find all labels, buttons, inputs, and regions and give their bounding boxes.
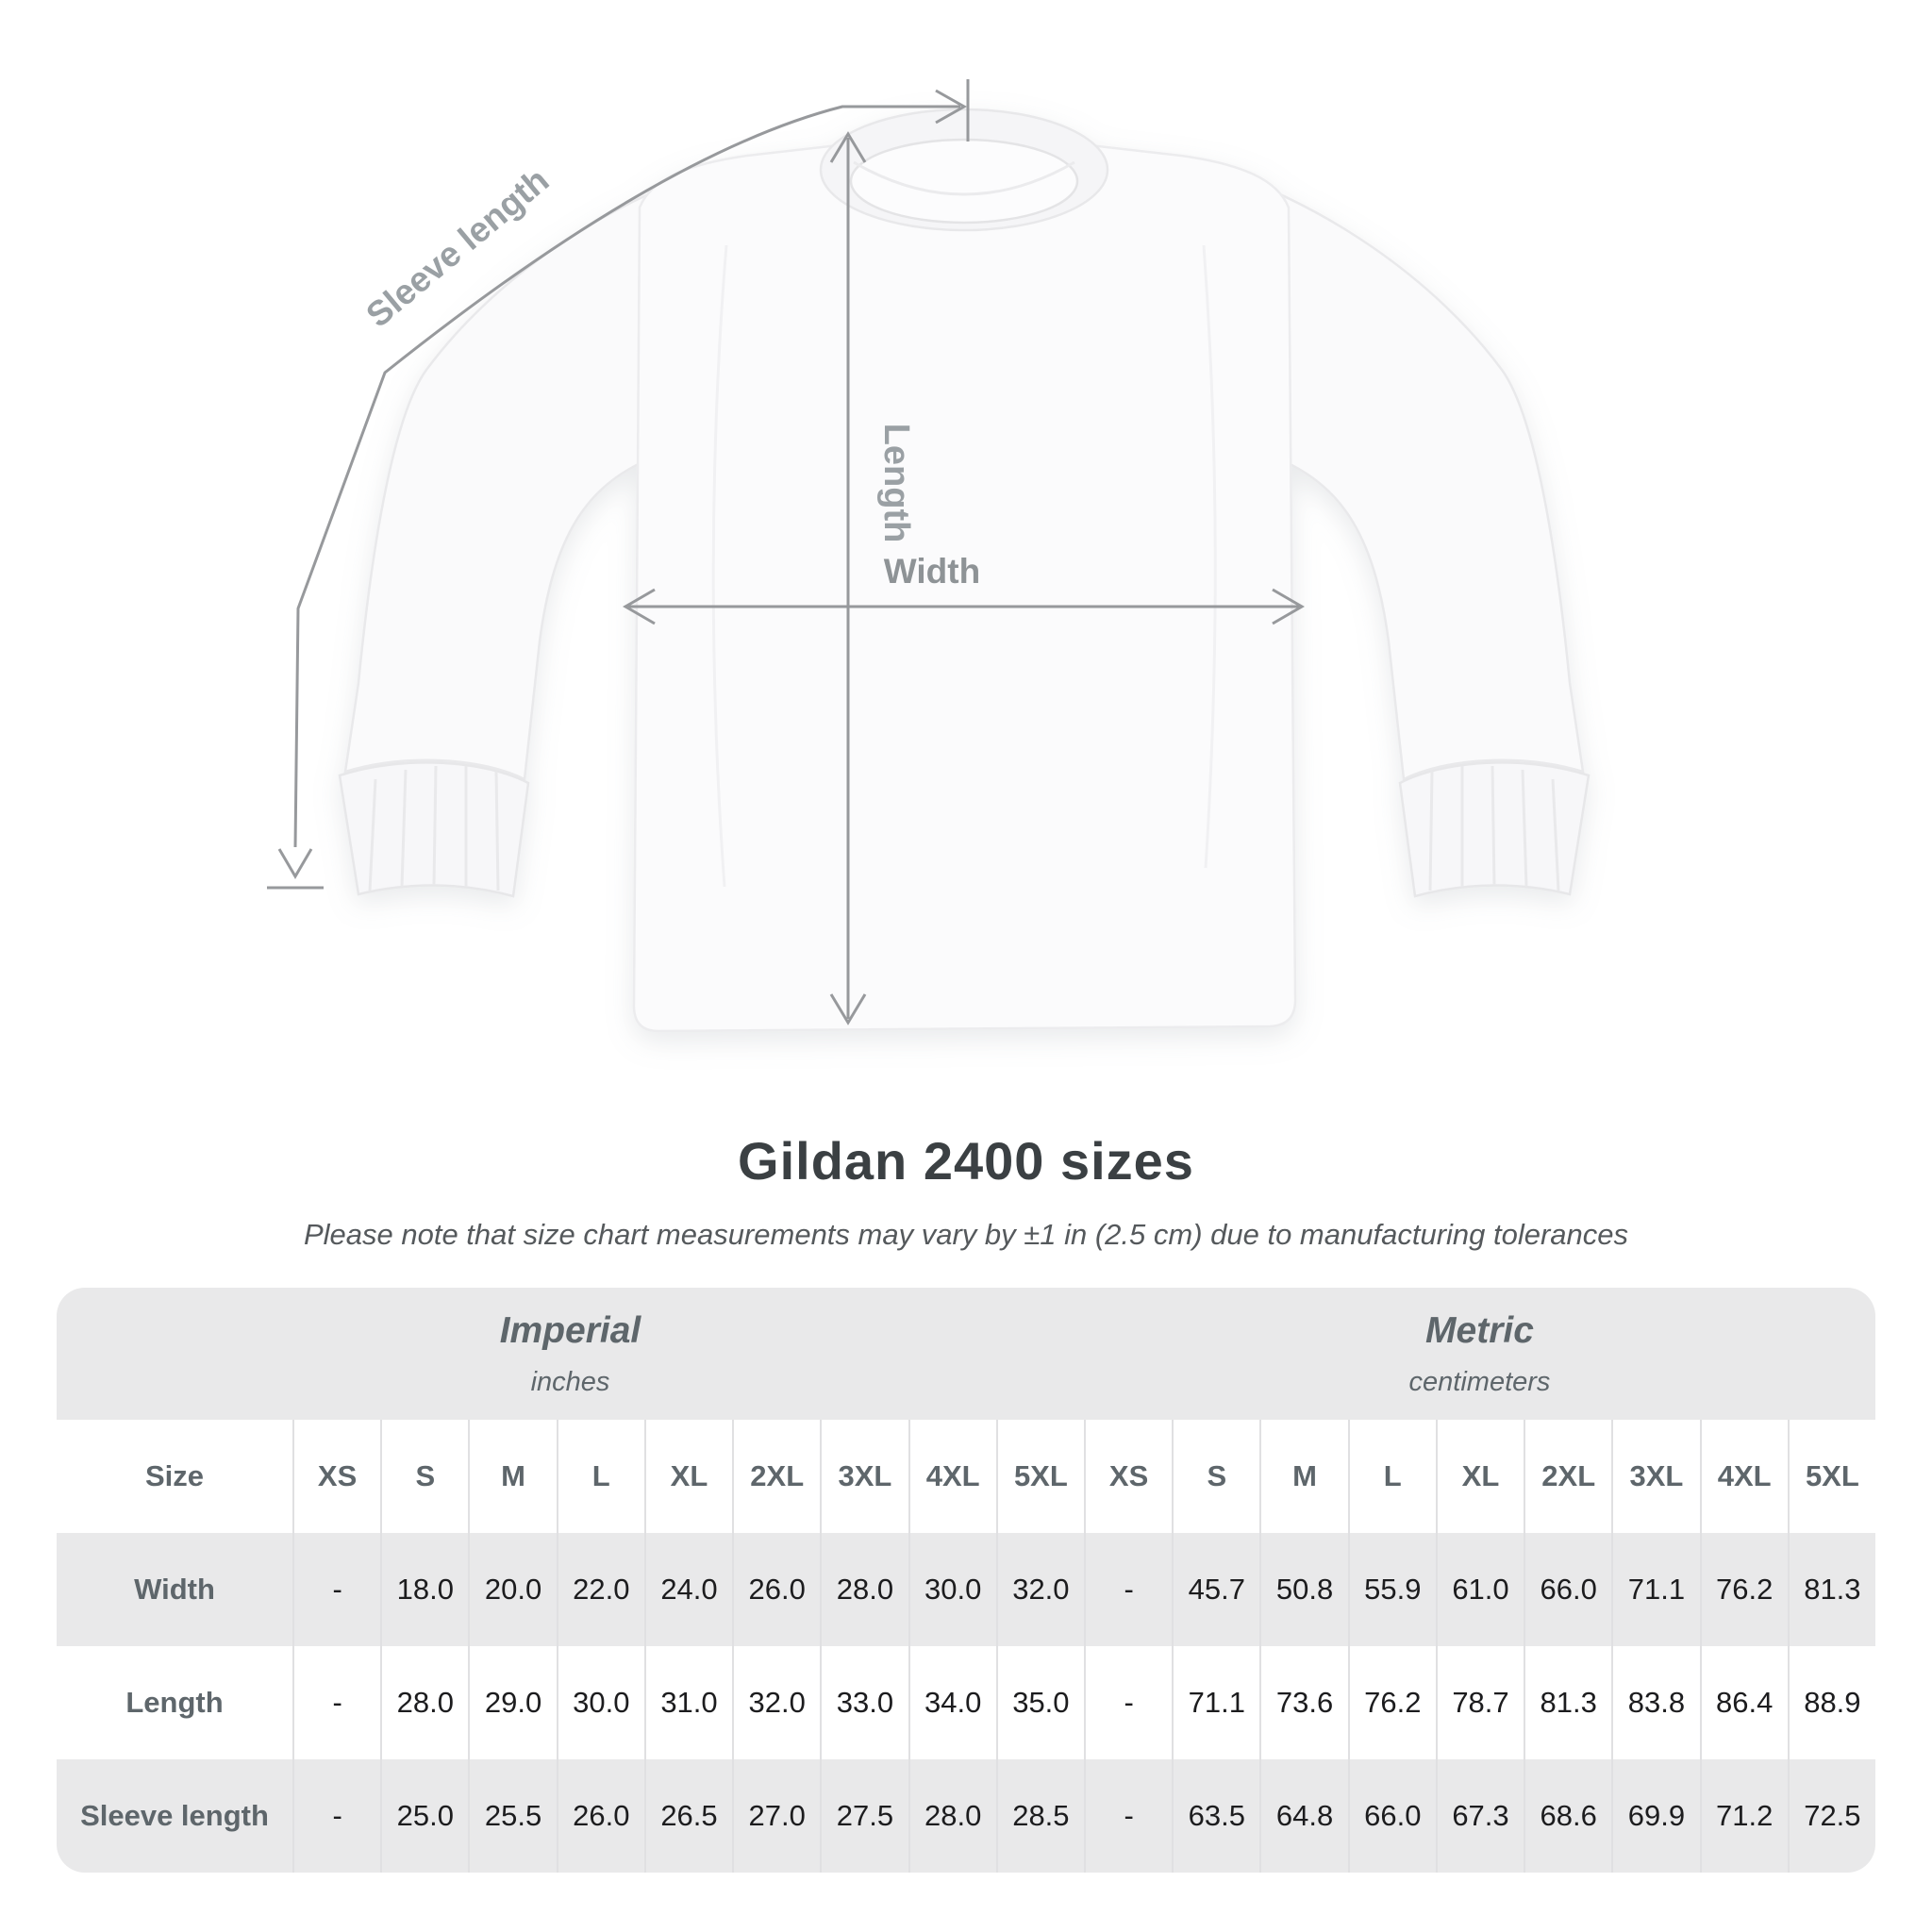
table-cell: 32.0: [732, 1646, 821, 1759]
table-cell: 45.7: [1172, 1533, 1260, 1646]
table-cell: -: [1083, 1759, 1173, 1873]
table-cell: -: [292, 1759, 381, 1873]
size-header-cell: XS: [1083, 1420, 1173, 1533]
table-cell: 81.3: [1524, 1646, 1612, 1759]
table-cell: 34.0: [908, 1646, 996, 1759]
row-label: Width: [57, 1533, 292, 1646]
table-cell: 67.3: [1435, 1759, 1524, 1873]
size-header-cell: 4XL: [908, 1420, 996, 1533]
shirt-collar: [819, 108, 1109, 232]
metric-header-title: Metric: [1425, 1309, 1534, 1351]
table-cell: 30.0: [556, 1646, 644, 1759]
page-title: Gildan 2400 sizes: [738, 1131, 1194, 1191]
table-cell: 66.0: [1524, 1533, 1612, 1646]
table-cell: -: [1083, 1533, 1173, 1646]
heading-block: Gildan 2400 sizes Please note that size …: [0, 1130, 1932, 1252]
size-header-cell: 3XL: [1611, 1420, 1700, 1533]
size-header-cell: L: [1347, 1420, 1436, 1533]
metric-header: Metric centimeters: [1083, 1288, 1875, 1420]
table-cell: -: [1083, 1646, 1173, 1759]
table-cell: 31.0: [643, 1646, 733, 1759]
table-cell: 33.0: [820, 1646, 908, 1759]
tolerance-note: Please note that size chart measurements…: [303, 1218, 1629, 1251]
table-cell: 71.1: [1172, 1646, 1260, 1759]
size-header-cell: 3XL: [820, 1420, 908, 1533]
table-cell: 25.0: [380, 1759, 469, 1873]
size-table: Imperial inches Metric centimeters Size XS S M L…: [57, 1288, 1875, 1873]
table-cell: 24.0: [643, 1533, 733, 1646]
size-header-cell: 5XL: [995, 1420, 1084, 1533]
table-cell: 69.9: [1611, 1759, 1700, 1873]
size-header-cell: 4XL: [1699, 1420, 1788, 1533]
table-cell: 83.8: [1611, 1646, 1700, 1759]
table-cell: 20.0: [468, 1533, 557, 1646]
table-cell: 76.2: [1347, 1646, 1436, 1759]
table-cell: 66.0: [1347, 1759, 1436, 1873]
size-header-cell: XL: [1435, 1420, 1524, 1533]
imperial-header: Imperial inches: [57, 1288, 1084, 1420]
table-cell: 71.2: [1699, 1759, 1788, 1873]
table-cell: 22.0: [556, 1533, 644, 1646]
table-cell: 18.0: [380, 1533, 469, 1646]
size-header-cell: XS: [292, 1420, 381, 1533]
size-header-cell: XL: [643, 1420, 733, 1533]
table-cell: 32.0: [995, 1533, 1084, 1646]
table-cell: 72.5: [1787, 1759, 1875, 1873]
shirt-illustration: [338, 108, 1591, 1033]
table-cell: 26.5: [643, 1759, 733, 1873]
table-cell: 26.0: [556, 1759, 644, 1873]
size-header-cell: 2XL: [732, 1420, 821, 1533]
imperial-header-unit: inches: [530, 1366, 610, 1397]
size-header-cell: S: [380, 1420, 469, 1533]
table-cell: 26.0: [732, 1533, 821, 1646]
table-cell: 28.0: [908, 1759, 996, 1873]
length-line: [829, 131, 867, 1025]
table-cell: -: [292, 1646, 381, 1759]
length-label: Length: [876, 424, 916, 543]
table-cell: 64.8: [1259, 1759, 1348, 1873]
table-cell: 71.1: [1611, 1533, 1700, 1646]
table-cell: 28.5: [995, 1759, 1084, 1873]
table-cell: 63.5: [1172, 1759, 1260, 1873]
table-cell: 81.3: [1787, 1533, 1875, 1646]
row-label: Sleeve length: [57, 1759, 292, 1873]
table-cell: 76.2: [1699, 1533, 1788, 1646]
table-cell: 25.5: [468, 1759, 557, 1873]
metric-header-unit: centimeters: [1408, 1366, 1551, 1397]
imperial-header-title: Imperial: [499, 1309, 641, 1351]
size-header-cell: L: [556, 1420, 644, 1533]
size-header-cell: 5XL: [1787, 1420, 1875, 1533]
table-cell: 30.0: [908, 1533, 996, 1646]
table-cell: -: [292, 1533, 381, 1646]
size-header-cell: M: [468, 1420, 557, 1533]
sleeve-length-line: [267, 79, 970, 890]
shirt-diagram: Sleeve length Length Width: [267, 79, 1591, 1033]
width-line: [623, 588, 1305, 625]
size-header-cell: S: [1172, 1420, 1260, 1533]
size-header-cell: 2XL: [1524, 1420, 1612, 1533]
table-cell: 50.8: [1259, 1533, 1348, 1646]
size-header-cell: M: [1259, 1420, 1348, 1533]
width-label: Width: [884, 552, 980, 591]
table-cell: 28.0: [820, 1533, 908, 1646]
table-cell: 55.9: [1347, 1533, 1436, 1646]
table-cell: 88.9: [1787, 1646, 1875, 1759]
table-cell: 68.6: [1524, 1759, 1612, 1873]
size-column-header: Size: [57, 1420, 292, 1533]
row-label: Length: [57, 1646, 292, 1759]
table-cell: 61.0: [1435, 1533, 1524, 1646]
table-cell: 28.0: [380, 1646, 469, 1759]
table-cell: 35.0: [995, 1646, 1084, 1759]
table-cell: 27.0: [732, 1759, 821, 1873]
table-cell: 27.5: [820, 1759, 908, 1873]
shirt-body: [632, 137, 1297, 1033]
table-cell: 29.0: [468, 1646, 557, 1759]
table-cell: 73.6: [1259, 1646, 1348, 1759]
table-cell: 78.7: [1435, 1646, 1524, 1759]
table-cell: 86.4: [1699, 1646, 1788, 1759]
